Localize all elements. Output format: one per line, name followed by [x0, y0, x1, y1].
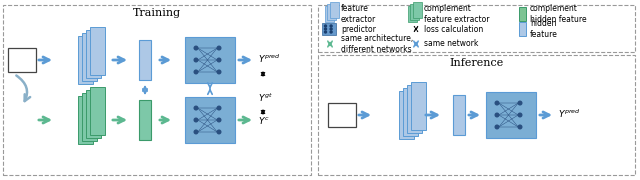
Circle shape	[217, 130, 221, 134]
Text: Inference: Inference	[449, 58, 504, 68]
Text: same architecture,
different networks: same architecture, different networks	[341, 34, 413, 54]
Text: $Y^{pred}$: $Y^{pred}$	[258, 53, 281, 65]
Circle shape	[194, 118, 198, 122]
Circle shape	[194, 130, 198, 134]
Bar	[453, 95, 465, 135]
Bar	[328, 103, 356, 127]
Bar	[399, 91, 413, 139]
Circle shape	[518, 125, 522, 129]
Circle shape	[495, 113, 499, 117]
Circle shape	[217, 58, 221, 62]
Bar	[77, 96, 93, 144]
Text: complement
hidden feature: complement hidden feature	[530, 4, 587, 24]
Text: feature
extractor: feature extractor	[341, 4, 376, 24]
Circle shape	[518, 101, 522, 105]
Bar	[3, 5, 311, 175]
Text: $Y^c$: $Y^c$	[258, 116, 269, 127]
Bar	[90, 87, 104, 135]
Text: predictor: predictor	[341, 24, 376, 33]
Text: X: X	[338, 110, 346, 120]
Bar	[185, 97, 235, 143]
Bar	[324, 6, 333, 22]
Bar	[318, 55, 635, 175]
Circle shape	[194, 106, 198, 110]
Circle shape	[330, 28, 332, 30]
Bar	[318, 5, 635, 52]
Bar	[86, 30, 100, 78]
Text: Training: Training	[133, 8, 181, 18]
Circle shape	[217, 46, 221, 50]
Circle shape	[194, 46, 198, 50]
Circle shape	[324, 31, 326, 33]
Bar	[410, 4, 419, 20]
Text: hidden
feature: hidden feature	[530, 19, 558, 39]
Circle shape	[330, 25, 332, 27]
Bar	[77, 36, 93, 84]
Bar	[185, 37, 235, 83]
Circle shape	[330, 31, 332, 33]
Circle shape	[194, 58, 198, 62]
Circle shape	[495, 101, 499, 105]
Bar	[8, 48, 36, 72]
Text: $Y^{pred}$: $Y^{pred}$	[558, 108, 580, 120]
Circle shape	[495, 125, 499, 129]
Text: complement
feature extractor: complement feature extractor	[424, 4, 490, 24]
Bar	[519, 7, 526, 21]
Bar	[406, 85, 422, 133]
Circle shape	[324, 28, 326, 30]
Bar	[519, 22, 526, 36]
Circle shape	[194, 70, 198, 74]
Bar	[327, 4, 336, 20]
Text: X: X	[18, 55, 26, 65]
Text: $Y^{gt}$: $Y^{gt}$	[258, 92, 273, 104]
Circle shape	[217, 106, 221, 110]
Circle shape	[217, 70, 221, 74]
Bar	[486, 92, 536, 138]
Bar	[330, 2, 339, 18]
Bar	[90, 27, 104, 75]
Bar	[410, 82, 426, 130]
Bar	[81, 93, 97, 141]
Bar	[322, 23, 336, 35]
Bar	[139, 40, 151, 80]
Bar	[86, 90, 100, 138]
Text: loss calculation: loss calculation	[424, 24, 483, 33]
Circle shape	[217, 118, 221, 122]
Circle shape	[518, 113, 522, 117]
Bar	[413, 2, 422, 18]
Bar	[139, 100, 151, 140]
Bar	[403, 88, 417, 136]
Text: same network: same network	[424, 39, 478, 48]
Circle shape	[324, 25, 326, 27]
Bar	[408, 6, 417, 22]
Bar	[81, 33, 97, 81]
